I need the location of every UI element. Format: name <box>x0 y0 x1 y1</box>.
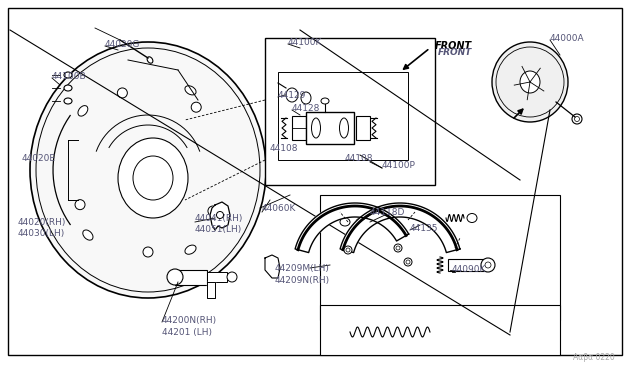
Text: 44201 (LH): 44201 (LH) <box>162 327 212 337</box>
Bar <box>207 272 227 282</box>
Circle shape <box>143 247 153 257</box>
Ellipse shape <box>133 156 173 200</box>
Circle shape <box>575 116 579 122</box>
Ellipse shape <box>30 42 266 298</box>
Ellipse shape <box>339 118 349 138</box>
Ellipse shape <box>147 57 153 63</box>
Ellipse shape <box>321 98 329 104</box>
Bar <box>356 116 370 140</box>
Text: 44000A: 44000A <box>550 33 584 42</box>
Text: FRONT: FRONT <box>438 48 472 57</box>
Circle shape <box>481 258 495 272</box>
Bar <box>278 72 408 160</box>
Circle shape <box>485 262 491 268</box>
Ellipse shape <box>64 72 72 78</box>
Bar <box>292 116 306 140</box>
Text: 44100P: 44100P <box>382 160 416 170</box>
Ellipse shape <box>185 86 196 95</box>
Text: 44108: 44108 <box>270 144 298 153</box>
Ellipse shape <box>185 245 196 254</box>
Text: 44129: 44129 <box>278 90 307 99</box>
Bar <box>175 270 207 285</box>
Text: 44135: 44135 <box>410 224 438 232</box>
Polygon shape <box>207 282 215 298</box>
Circle shape <box>572 114 582 124</box>
Ellipse shape <box>492 42 568 122</box>
Circle shape <box>344 246 352 254</box>
Circle shape <box>394 244 402 252</box>
Bar <box>320 305 560 355</box>
Text: Aαβα 0220: Aαβα 0220 <box>573 353 615 362</box>
Bar <box>320 195 560 320</box>
Text: 44051(LH): 44051(LH) <box>195 224 243 234</box>
Ellipse shape <box>78 106 88 116</box>
Text: FRONT: FRONT <box>435 41 472 51</box>
Circle shape <box>227 272 237 282</box>
Ellipse shape <box>64 98 72 104</box>
Text: 44100K: 44100K <box>288 38 323 46</box>
Ellipse shape <box>356 218 364 225</box>
Polygon shape <box>340 203 460 253</box>
Ellipse shape <box>118 138 188 218</box>
Circle shape <box>216 212 223 218</box>
Polygon shape <box>210 202 230 230</box>
Ellipse shape <box>64 85 72 91</box>
Text: 44118D: 44118D <box>370 208 405 217</box>
Ellipse shape <box>312 118 321 138</box>
Text: 44100B: 44100B <box>52 71 86 80</box>
Text: 44041(RH): 44041(RH) <box>195 214 243 222</box>
Ellipse shape <box>83 230 93 240</box>
Circle shape <box>167 269 183 285</box>
Circle shape <box>191 102 201 112</box>
Text: 44209N(RH): 44209N(RH) <box>275 276 330 285</box>
Text: 44030(LH): 44030(LH) <box>18 228 65 237</box>
Polygon shape <box>265 255 280 278</box>
Circle shape <box>406 260 410 264</box>
Text: 44200N(RH): 44200N(RH) <box>162 315 217 324</box>
Bar <box>306 112 354 144</box>
Circle shape <box>346 248 350 252</box>
Bar <box>448 259 486 271</box>
Circle shape <box>396 246 400 250</box>
Circle shape <box>117 88 127 98</box>
Text: 44090K: 44090K <box>452 266 486 275</box>
Text: 44209M(LH): 44209M(LH) <box>275 263 330 273</box>
Circle shape <box>75 200 85 210</box>
Text: 44128: 44128 <box>292 103 321 112</box>
Ellipse shape <box>340 218 350 226</box>
Circle shape <box>208 206 218 216</box>
Ellipse shape <box>520 71 540 93</box>
Ellipse shape <box>286 88 298 102</box>
Circle shape <box>404 258 412 266</box>
Ellipse shape <box>467 214 477 222</box>
Text: 44020(RH): 44020(RH) <box>18 218 67 227</box>
Text: 44060K: 44060K <box>262 203 296 212</box>
Bar <box>265 38 435 185</box>
Ellipse shape <box>301 92 311 104</box>
Polygon shape <box>295 203 409 253</box>
Text: 44020E: 44020E <box>22 154 56 163</box>
Text: 44020G: 44020G <box>105 39 140 48</box>
Text: 44108: 44108 <box>345 154 374 163</box>
